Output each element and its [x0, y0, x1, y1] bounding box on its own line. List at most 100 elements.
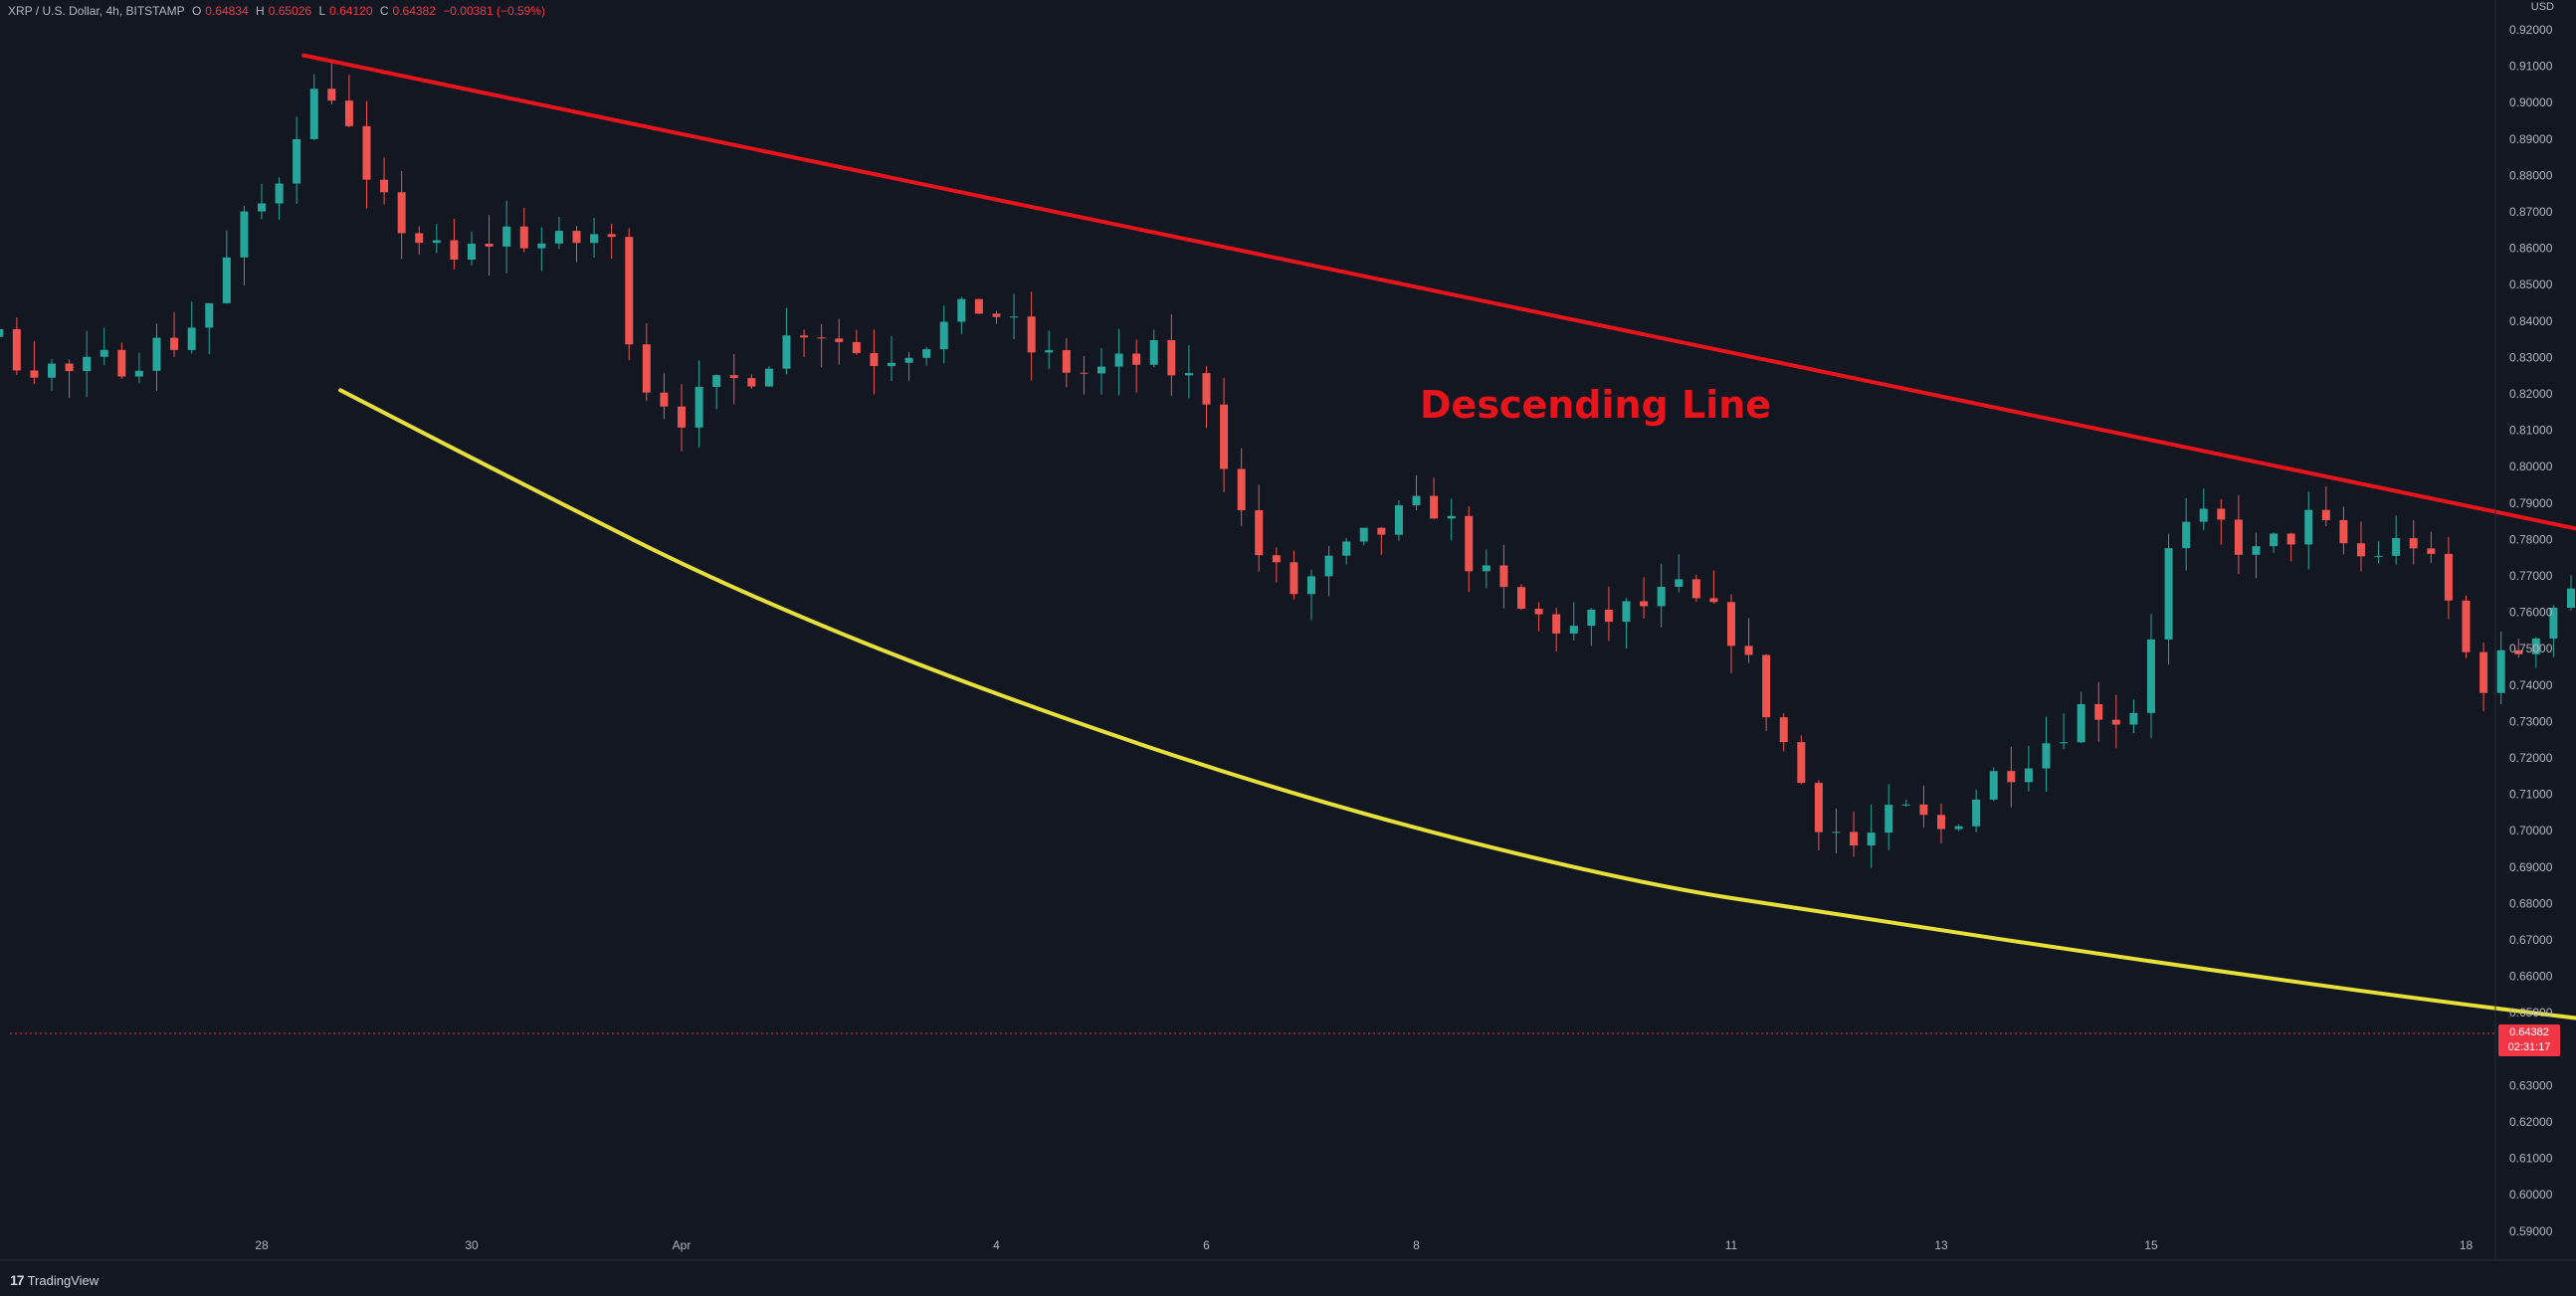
candle-body — [362, 125, 371, 180]
symbol-header[interactable]: XRP / U.S. Dollar, 4h, BITSTAMP O 0.64834… — [8, 4, 549, 18]
candle-body — [99, 349, 108, 357]
candle-body — [1080, 372, 1089, 374]
candlestick-series — [0, 62, 2575, 868]
candle-body — [678, 406, 686, 428]
candle-body — [293, 138, 301, 184]
time-tick-label: 11 — [1725, 1238, 1738, 1252]
price-tick-label: 0.89000 — [2509, 132, 2553, 146]
candle-body — [187, 327, 196, 350]
candle-body — [800, 335, 809, 338]
candle-body — [1989, 771, 1998, 800]
candle-body — [2270, 533, 2279, 547]
candle-body — [1184, 373, 1193, 376]
drawing-overlays — [301, 53, 2576, 1125]
candle-body — [2479, 651, 2488, 693]
descending-trendline[interactable] — [301, 53, 2576, 838]
candle-body — [1622, 601, 1631, 623]
candle-body — [1465, 515, 1474, 572]
price-tick-label: 0.72000 — [2509, 751, 2553, 765]
candle-body — [2427, 548, 2436, 554]
candle-body — [2321, 509, 2330, 520]
candle-body — [1691, 579, 1700, 599]
candle-body — [1499, 565, 1508, 588]
support-curve[interactable] — [338, 388, 2576, 1125]
price-tick-label: 0.69000 — [2509, 860, 2553, 874]
currency-label[interactable]: USD — [2530, 1, 2554, 13]
candle-body — [870, 353, 879, 367]
candle-body — [83, 356, 92, 372]
close-value: 0.64382 — [392, 4, 436, 18]
price-axis[interactable]: 0.92000 0.91000 0.90000 0.89000 0.88000 0.870… — [2509, 23, 2553, 1238]
tradingview-logo[interactable]: 17 TradingView — [10, 1272, 99, 1288]
candle-body — [2567, 588, 2575, 608]
candle-body — [1814, 783, 1823, 833]
candle-body — [747, 378, 756, 387]
candle-body — [1797, 742, 1806, 784]
candle-body — [922, 349, 931, 358]
candle-body — [1867, 833, 1876, 846]
time-tick-label: 30 — [465, 1238, 479, 1252]
price-tick-label: 0.63000 — [2509, 1078, 2553, 1092]
candle-body — [485, 244, 494, 247]
candle-body — [1342, 541, 1351, 556]
candle-body — [468, 244, 476, 261]
price-tick-label: 0.87000 — [2509, 205, 2553, 219]
time-tick-label: 28 — [255, 1238, 269, 1252]
candle-body — [1430, 495, 1439, 519]
candle-body — [170, 337, 179, 350]
candle-body — [48, 363, 56, 378]
candle-body — [134, 370, 143, 377]
candle-body — [327, 89, 336, 101]
price-tick-label: 0.59000 — [2509, 1224, 2553, 1238]
last-price-value: 0.64382 — [2509, 1026, 2549, 1038]
candle-body — [554, 231, 563, 244]
candle-body — [1552, 614, 1561, 634]
price-tick-label: 0.92000 — [2509, 23, 2553, 37]
price-tick-label: 0.86000 — [2509, 242, 2553, 256]
price-tick-label: 0.78000 — [2509, 532, 2553, 546]
candle-body — [1709, 598, 1718, 603]
candle-body — [1324, 555, 1333, 577]
candle-body — [1954, 826, 1963, 830]
price-tick-label: 0.91000 — [2509, 60, 2553, 74]
countdown-timer: 02:31:17 — [2507, 1041, 2551, 1053]
price-tick-label: 0.79000 — [2509, 496, 2553, 510]
high-value: 0.65026 — [268, 4, 312, 18]
candle-body — [1132, 353, 1141, 365]
candle-body — [2514, 649, 2523, 654]
change-value: −0.00381 (−0.59%) — [443, 4, 546, 18]
time-tick-label: Apr — [673, 1238, 692, 1252]
candle-body — [1062, 350, 1071, 373]
price-tick-label: 0.83000 — [2509, 350, 2553, 364]
tradingview-brand: TradingView — [27, 1272, 99, 1288]
candle-body — [1657, 586, 1666, 607]
candle-body — [1517, 587, 1525, 610]
candle-body — [1675, 579, 1684, 587]
candle-body — [1534, 609, 1543, 615]
price-tick-label: 0.80000 — [2509, 460, 2553, 473]
candle-body — [2007, 771, 2016, 783]
candle-body — [2357, 543, 2365, 557]
candle-body — [397, 192, 406, 234]
candle-body — [642, 344, 651, 393]
candle-body — [888, 362, 895, 367]
candle-body — [2286, 533, 2295, 545]
time-axis[interactable]: 23252830Apr468111315182022252729May357 — [0, 1238, 2576, 1252]
candle-body — [2182, 521, 2191, 549]
price-tick-label: 0.73000 — [2509, 714, 2553, 728]
candle-body — [432, 240, 441, 244]
symbol-name[interactable]: XRP / U.S. Dollar, 4h, BITSTAMP — [8, 4, 185, 18]
tradingview-icon: 17 — [10, 1272, 25, 1288]
candle-body — [152, 337, 161, 371]
descending-line-label: Descending Line — [1420, 383, 1771, 427]
candle-body — [275, 183, 284, 204]
candle-body — [2462, 600, 2471, 652]
candle-body — [1255, 510, 1264, 556]
time-tick-label: 6 — [1203, 1238, 1210, 1252]
candle-body — [1482, 565, 1490, 572]
candle-body — [607, 234, 616, 238]
candle-body — [380, 179, 389, 193]
candle-body — [415, 233, 424, 244]
price-tick-label: 0.85000 — [2509, 278, 2553, 291]
